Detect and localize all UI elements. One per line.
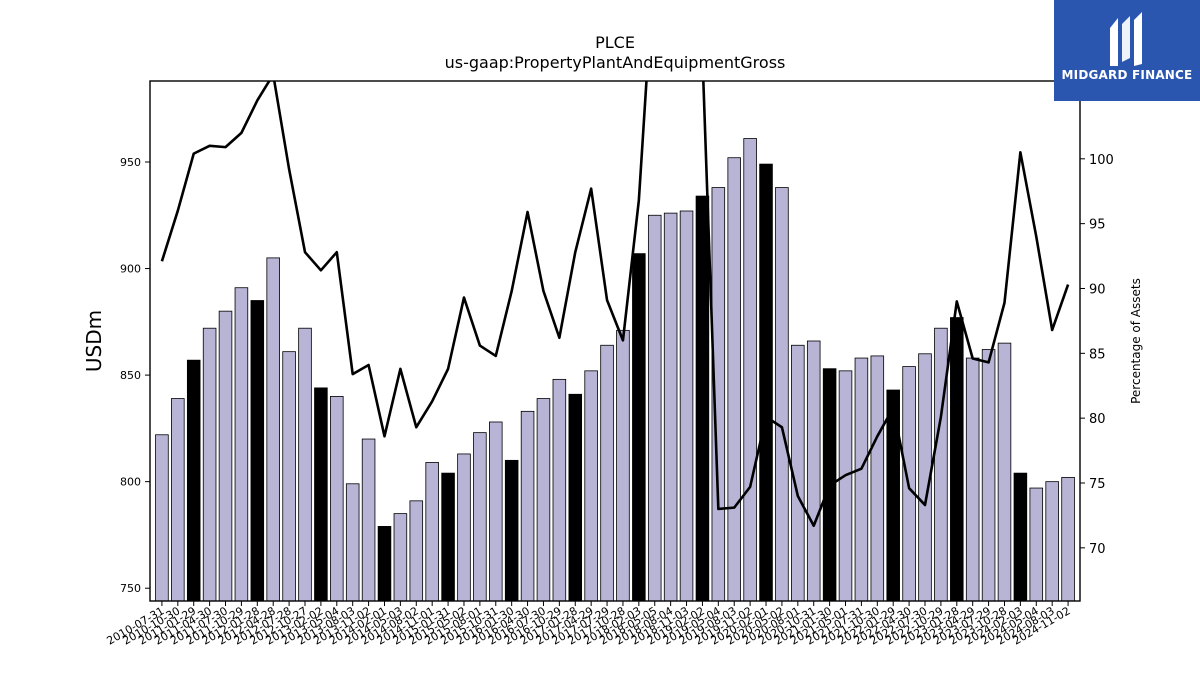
y2-axis-label: Percentage of Assets xyxy=(1129,278,1143,404)
bar xyxy=(314,387,328,601)
bar xyxy=(918,353,932,601)
y2-tick-label: 75 xyxy=(1089,477,1106,492)
bar xyxy=(330,396,344,601)
y-axis-label: USDm xyxy=(82,310,106,372)
bar xyxy=(473,432,487,601)
bar xyxy=(854,357,869,601)
bar xyxy=(759,163,773,601)
bar xyxy=(950,317,964,601)
y2-tick-label: 90 xyxy=(1089,282,1106,297)
bar xyxy=(775,187,789,601)
plot-frame xyxy=(149,80,1081,602)
bar xyxy=(1013,472,1028,601)
y2-tick-label: 95 xyxy=(1089,218,1106,233)
bar xyxy=(536,398,551,601)
bar xyxy=(934,327,948,601)
bar xyxy=(886,389,900,601)
bar xyxy=(1061,476,1075,601)
bar xyxy=(965,357,980,601)
y2-tick-label: 100 xyxy=(1089,153,1114,168)
chart-title: PLCE xyxy=(595,33,635,52)
y2-tick-label: 85 xyxy=(1089,347,1106,362)
bar xyxy=(171,398,185,601)
bar xyxy=(632,253,646,601)
bar xyxy=(361,438,376,601)
bar xyxy=(155,434,169,601)
bar xyxy=(727,157,741,601)
bar xyxy=(838,370,853,601)
bar xyxy=(282,351,296,601)
bar xyxy=(743,138,757,601)
bar xyxy=(520,410,535,601)
bar xyxy=(234,287,249,601)
bar xyxy=(345,483,360,601)
bar xyxy=(489,421,503,601)
bar xyxy=(504,459,519,601)
bar xyxy=(202,327,217,601)
brand-mark-icon xyxy=(1110,12,1142,66)
bar xyxy=(441,472,455,601)
chart-subtitle: us-gaap:PropertyPlantAndEquipmentGross xyxy=(445,53,786,72)
bar xyxy=(600,344,614,601)
bar xyxy=(695,195,710,601)
y2-tick-label: 80 xyxy=(1089,412,1106,427)
bar xyxy=(218,310,233,601)
brand-name: MIDGARD FINANCE xyxy=(1061,68,1193,82)
bar xyxy=(806,340,821,601)
y-tick-label: 850 xyxy=(120,369,141,382)
bar xyxy=(568,393,583,601)
bar xyxy=(711,187,726,601)
bar xyxy=(377,526,392,601)
bar xyxy=(791,344,805,601)
bar xyxy=(584,370,598,601)
bar xyxy=(298,327,312,601)
bar xyxy=(250,300,265,601)
percentage-series-line xyxy=(160,81,1070,528)
bar xyxy=(457,453,471,601)
bar xyxy=(870,355,885,601)
bar xyxy=(647,214,662,601)
bar xyxy=(616,329,630,601)
bar xyxy=(679,210,694,601)
bar xyxy=(425,462,439,601)
bar xyxy=(552,378,567,601)
y-tick-label: 800 xyxy=(120,476,141,489)
y-tick-label: 900 xyxy=(120,263,141,276)
bar xyxy=(1029,487,1044,601)
bar xyxy=(981,349,996,601)
bar xyxy=(1045,481,1059,601)
bar xyxy=(997,342,1012,601)
y-tick-label: 950 xyxy=(120,156,141,169)
bar xyxy=(186,359,201,601)
bar xyxy=(266,257,280,601)
y2-tick-label: 70 xyxy=(1089,542,1106,557)
y-tick-label: 750 xyxy=(120,582,141,595)
brand-logo: MIDGARD FINANCE xyxy=(1054,0,1200,101)
bar xyxy=(393,513,408,601)
bar xyxy=(663,212,678,601)
bar xyxy=(409,500,424,601)
